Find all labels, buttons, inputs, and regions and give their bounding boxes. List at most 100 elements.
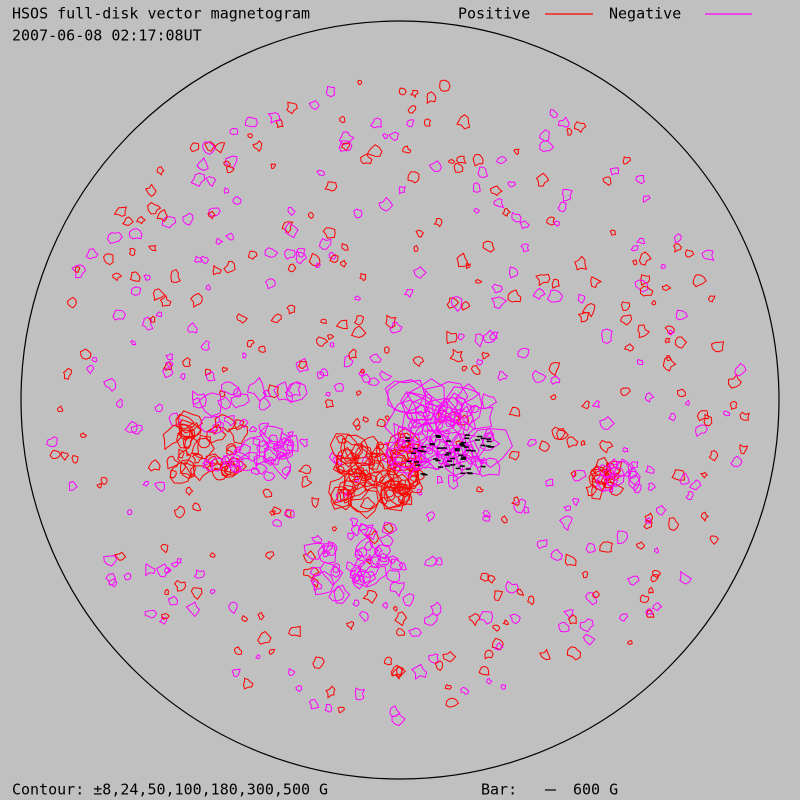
contour [581, 302, 596, 318]
contour [358, 370, 365, 376]
contour [490, 296, 508, 310]
contour [113, 206, 127, 217]
contour [511, 496, 520, 507]
contour [661, 284, 672, 291]
contour [228, 455, 239, 467]
contour [354, 295, 362, 301]
contour [287, 206, 296, 216]
contour [383, 656, 393, 666]
contour [121, 216, 134, 227]
contour [342, 480, 369, 504]
contour [163, 567, 172, 574]
contour [644, 465, 655, 474]
contour [284, 509, 295, 519]
contour [247, 250, 258, 260]
contour [129, 271, 141, 282]
contour [511, 211, 522, 223]
contour [350, 444, 374, 466]
contour [324, 703, 333, 713]
contour [79, 348, 92, 360]
contour [355, 547, 368, 557]
contour [221, 455, 230, 465]
contour [673, 243, 682, 253]
contour [285, 381, 308, 403]
contour [309, 566, 322, 577]
contour [673, 233, 682, 244]
contour [374, 545, 383, 557]
contour [214, 142, 226, 154]
contour [633, 483, 642, 494]
contour [407, 419, 418, 430]
contour [475, 279, 483, 284]
contour [548, 361, 561, 377]
contour [384, 399, 429, 443]
contour-levels: Contour: ±8,24,50,100,180,300,500 G [12, 781, 328, 799]
contour [354, 424, 361, 431]
contour [349, 566, 364, 583]
contour [516, 588, 525, 596]
contour [336, 446, 359, 473]
contour [558, 621, 570, 633]
contour [684, 399, 690, 406]
contour [381, 521, 398, 535]
contour [264, 278, 276, 290]
contour [161, 216, 177, 229]
contour [412, 266, 427, 279]
contour [143, 274, 151, 281]
contour [479, 430, 501, 452]
contour [636, 358, 644, 365]
contour [315, 336, 329, 347]
contour [472, 153, 484, 167]
legend-label: Negative [609, 5, 681, 23]
contour [675, 309, 689, 321]
contour [71, 264, 87, 279]
contour [448, 158, 455, 164]
contour [493, 590, 504, 602]
contour [302, 567, 320, 580]
contour [277, 438, 293, 458]
contour [164, 588, 170, 596]
contour [182, 212, 194, 226]
contour [595, 474, 615, 492]
contour [363, 471, 385, 486]
contour [246, 339, 255, 348]
contour [710, 341, 725, 353]
contour [128, 228, 143, 240]
contour [563, 505, 572, 512]
contour [570, 470, 577, 478]
contour [635, 175, 645, 185]
contour [396, 666, 406, 677]
contour [592, 590, 601, 598]
contour [487, 575, 496, 584]
contour [668, 329, 675, 336]
contour [422, 422, 433, 432]
contour [496, 155, 508, 164]
contour [729, 400, 738, 410]
contour [262, 447, 277, 464]
contour [435, 416, 464, 444]
contour [580, 439, 586, 446]
contour [356, 568, 372, 584]
contour [685, 490, 694, 501]
contour [345, 561, 357, 573]
contour [382, 132, 389, 140]
contour [258, 396, 272, 411]
contour [365, 445, 387, 471]
contour [599, 416, 615, 431]
contour [623, 343, 635, 352]
contour [373, 544, 392, 560]
contour [281, 221, 294, 234]
contour [616, 530, 629, 545]
contour [166, 455, 180, 470]
contour [206, 370, 216, 382]
contour [354, 314, 365, 325]
contour [398, 186, 407, 195]
contour [679, 570, 692, 585]
contour [295, 251, 308, 265]
contour [332, 562, 341, 573]
contour [443, 458, 464, 476]
contour [186, 322, 198, 334]
contour [677, 388, 686, 398]
contour [340, 142, 351, 152]
contour [325, 685, 336, 699]
